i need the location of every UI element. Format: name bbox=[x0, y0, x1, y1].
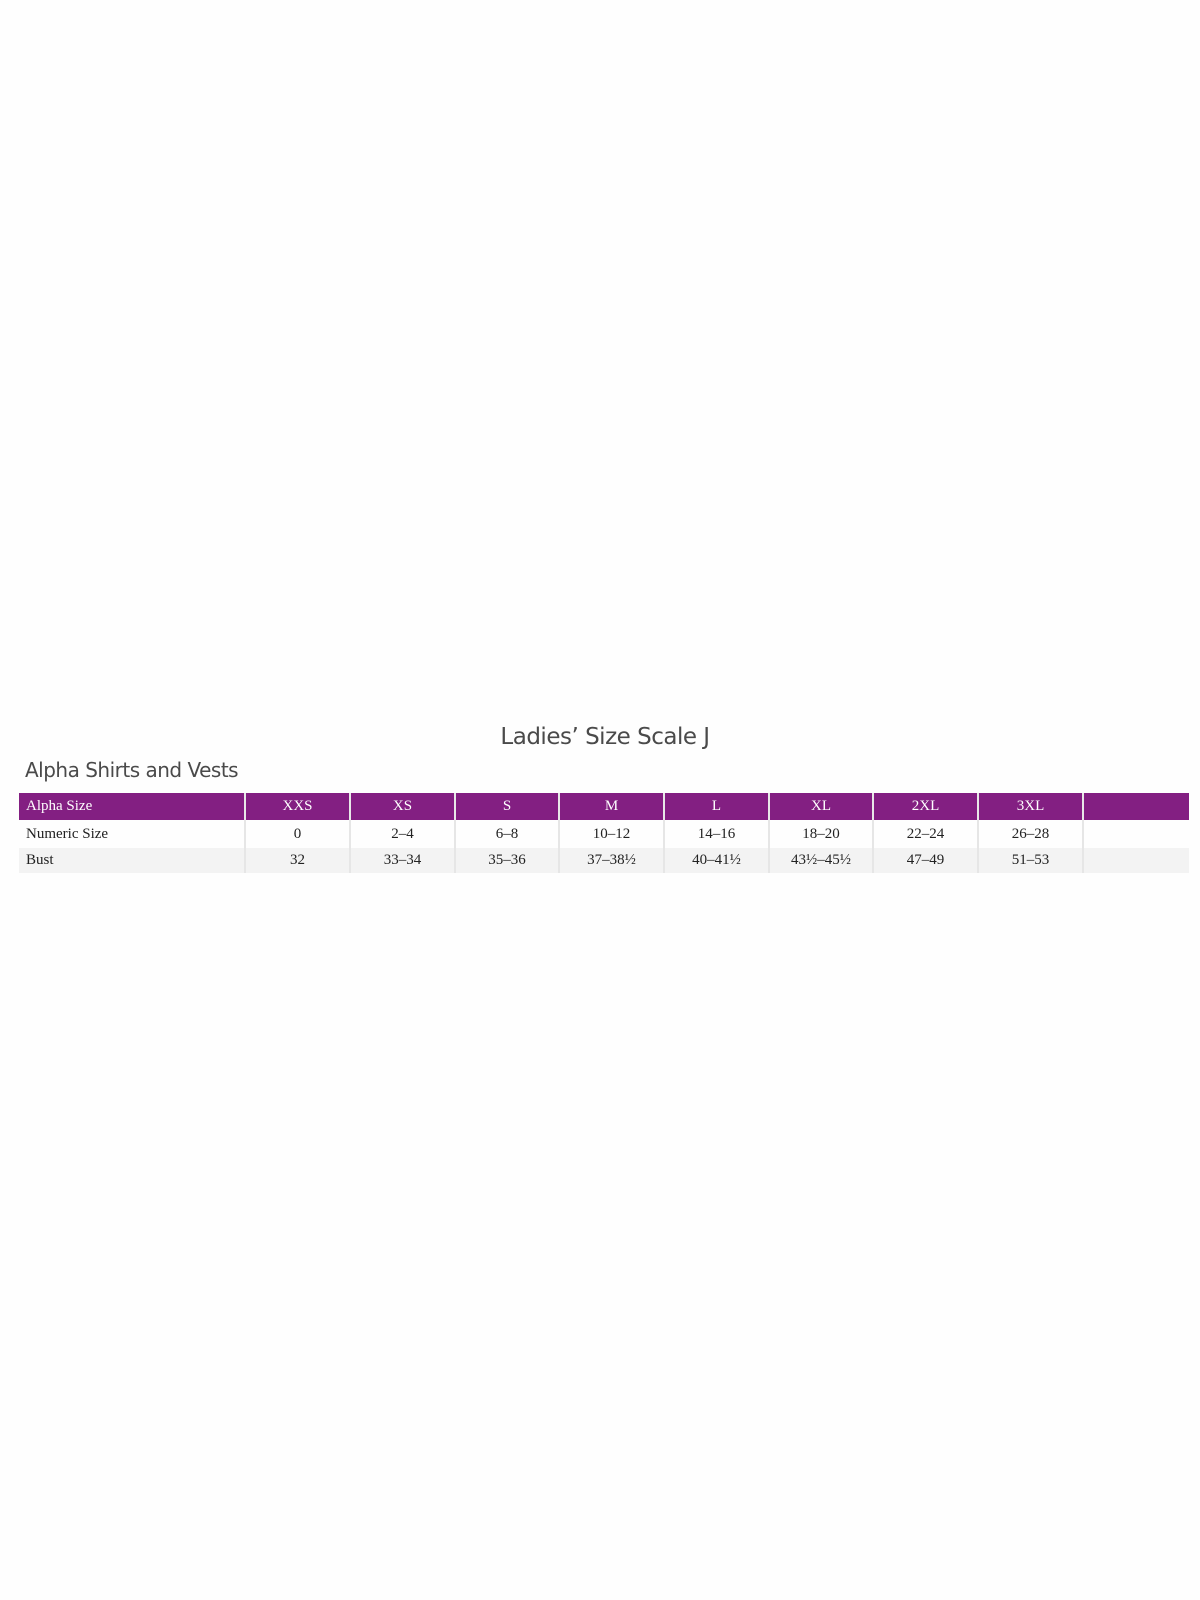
table-cell bbox=[1082, 848, 1189, 873]
table-cell: 22–24 bbox=[872, 820, 978, 848]
table-cell: 33–34 bbox=[349, 848, 455, 873]
header-cell: XS bbox=[349, 793, 455, 820]
header-cell: S bbox=[454, 793, 559, 820]
table-cell: 6–8 bbox=[454, 820, 559, 848]
size-chart-table: Alpha Size XXS XS S M L XL 2XL 3XL Numer… bbox=[19, 793, 1189, 873]
table-cell: 18–20 bbox=[768, 820, 873, 848]
row-label: Numeric Size bbox=[19, 820, 245, 848]
table-cell: 0 bbox=[244, 820, 350, 848]
table-row: Numeric Size 0 2–4 6–8 10–12 14–16 18–20… bbox=[19, 820, 1189, 848]
header-cell: XL bbox=[768, 793, 873, 820]
section-subtitle: Alpha Shirts and Vests bbox=[25, 758, 239, 782]
table-cell bbox=[1082, 820, 1189, 848]
table-cell: 37–38½ bbox=[558, 848, 664, 873]
header-cell: M bbox=[558, 793, 664, 820]
table-cell: 26–28 bbox=[977, 820, 1083, 848]
table-cell: 10–12 bbox=[558, 820, 664, 848]
table-header-row: Alpha Size XXS XS S M L XL 2XL 3XL bbox=[19, 793, 1189, 820]
table-cell: 2–4 bbox=[349, 820, 455, 848]
table-row: Bust 32 33–34 35–36 37–38½ 40–41½ 43½–45… bbox=[19, 848, 1189, 873]
header-cell: Alpha Size bbox=[19, 793, 245, 820]
row-label: Bust bbox=[19, 848, 245, 873]
table-cell: 14–16 bbox=[663, 820, 769, 848]
page-title: Ladies’ Size Scale J bbox=[500, 724, 710, 750]
table-cell: 35–36 bbox=[454, 848, 559, 873]
header-cell: L bbox=[663, 793, 769, 820]
header-cell: 3XL bbox=[977, 793, 1083, 820]
table-cell: 47–49 bbox=[872, 848, 978, 873]
table-cell: 43½–45½ bbox=[768, 848, 873, 873]
header-cell bbox=[1082, 793, 1189, 820]
table-cell: 32 bbox=[244, 848, 350, 873]
header-cell: 2XL bbox=[872, 793, 978, 820]
table-cell: 40–41½ bbox=[663, 848, 769, 873]
header-cell: XXS bbox=[244, 793, 350, 820]
table-cell: 51–53 bbox=[977, 848, 1083, 873]
